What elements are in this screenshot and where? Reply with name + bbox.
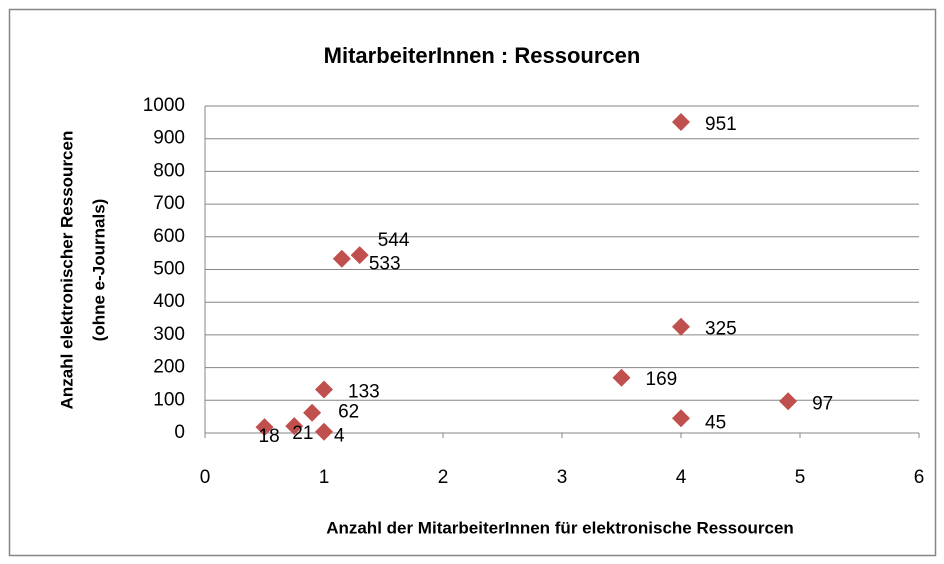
data-label: 18 [259,426,280,447]
x-tick-label: 3 [557,467,568,488]
y-tick-label: 0 [174,422,185,443]
data-label: 21 [292,423,313,444]
x-tick-label: 5 [795,467,806,488]
scatter-point [672,113,690,132]
x-axis-title: Anzahl der MitarbeiterInnen für elektron… [326,518,794,537]
y-tick-label: 800 [153,160,185,181]
x-tick-label: 4 [676,467,687,488]
scatter-point [315,380,333,399]
data-label: 45 [705,412,726,433]
y-axis-title: Anzahl elektronischer Ressourcen (ohne e… [57,131,108,410]
scatter-point [315,422,333,441]
y-tick-label: 1000 [143,95,185,116]
scatter-point [612,368,631,387]
scatter-point [303,403,322,422]
scatter-point [672,409,690,428]
y-tick-label: 300 [153,324,185,345]
x-tick-label: 2 [438,467,449,488]
x-tick-label: 1 [319,467,330,488]
y-tick-label: 900 [153,128,185,149]
scatter-point [672,317,690,336]
scatter-point [350,246,369,265]
scatter-point [332,249,351,268]
data-label: 169 [646,369,678,390]
y-tick-label: 200 [153,357,185,378]
data-label: 951 [705,114,737,135]
scatter-point [255,418,274,437]
data-label: 325 [705,319,737,340]
x-tick-label: 0 [200,467,211,488]
chart-title: MitarbeiterInnen : Ressourcen [324,43,641,68]
x-tick-label: 6 [914,467,925,488]
data-label: 544 [378,230,410,251]
data-label: 4 [334,426,345,447]
data-label: 62 [338,402,359,423]
chart-frame [8,8,937,557]
y-tick-label: 600 [153,226,185,247]
y-tick-label: 100 [153,389,185,410]
data-label: 533 [369,254,401,275]
scatter-point [779,392,798,411]
y-tick-label: 500 [153,259,185,280]
scatter-point [285,417,304,436]
y-tick-label: 700 [153,193,185,214]
y-axis-title-line: Anzahl elektronischer Ressourcen [57,131,76,410]
y-axis-title-line: (ohne e-Journals) [89,199,108,342]
y-tick-label: 400 [153,291,185,312]
data-label: 133 [348,382,380,403]
data-label: 97 [812,393,833,414]
